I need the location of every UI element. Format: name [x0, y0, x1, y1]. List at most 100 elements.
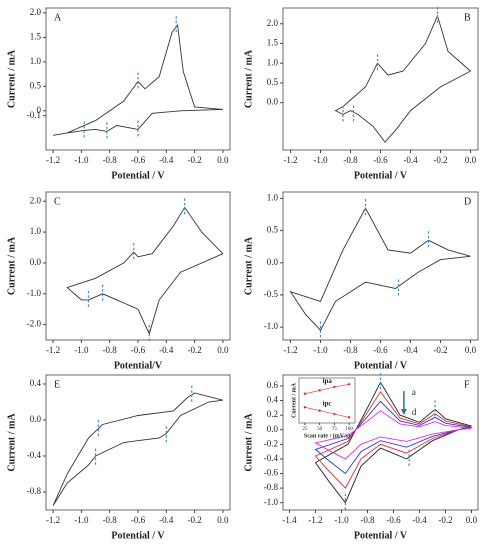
x-tick-label: -1.0 — [334, 515, 349, 525]
x-tick-label: -0.2 — [187, 345, 201, 355]
x-tick-label: -0.8 — [103, 515, 118, 525]
x-tick-label: -0.8 — [360, 515, 375, 525]
y-tick-label: 1.0 — [267, 57, 279, 67]
y-axis-label: Current / mA — [6, 49, 17, 108]
panel-label: B — [464, 12, 471, 23]
x-tick-label: -1.2 — [46, 155, 60, 165]
x-tick-label: -0.4 — [159, 515, 174, 525]
inset-x-tick-label: 25 — [302, 427, 308, 432]
y-tick-label: 0.0 — [267, 424, 279, 434]
cv-curve — [52, 392, 224, 506]
x-tick-label: -0.6 — [131, 515, 146, 525]
x-tick-label: -1.0 — [313, 345, 328, 355]
y-tick-label: 0 — [37, 105, 42, 115]
x-tick-label: -0.4 — [403, 155, 418, 165]
x-tick-label: -1.2 — [46, 515, 60, 525]
inset-series-label: ipc — [323, 399, 332, 407]
x-tick-label: 0.0 — [465, 155, 477, 165]
y-tick-label: -1.0 — [27, 288, 42, 298]
x-tick-label: 0.0 — [466, 515, 478, 525]
y-tick-label: 0.0 — [30, 257, 42, 267]
plot-frame — [45, 191, 231, 341]
inset-point — [318, 409, 321, 412]
inset-point — [303, 392, 307, 395]
inset-x-label: Scan rate / (mV/s) — [304, 432, 350, 439]
x-tick-label: -0.4 — [159, 155, 174, 165]
y-tick-label: -0.4 — [27, 450, 42, 460]
x-tick-label: -0.6 — [373, 155, 388, 165]
plot-frame — [282, 7, 479, 151]
x-tick-label: -1.0 — [313, 155, 328, 165]
cv-curve — [53, 23, 223, 136]
x-tick-label: -0.2 — [433, 155, 447, 165]
x-tick-label: -0.6 — [131, 345, 146, 355]
y-tick-label: 0.0 — [30, 414, 42, 424]
x-tick-label: -1.2 — [283, 155, 297, 165]
x-tick-label: -0.2 — [187, 515, 201, 525]
y-tick-label: 0.5 — [267, 77, 279, 87]
x-tick-label: -0.6 — [131, 155, 146, 165]
x-axis-label: Potential/V — [114, 360, 163, 371]
cv-curve — [334, 14, 471, 143]
x-axis-label: Potential / V — [354, 360, 408, 371]
y-tick-label: -1.0 — [264, 321, 279, 331]
y-tick-label: -0.5 — [264, 289, 279, 299]
annotation: d — [412, 407, 417, 417]
y-axis-label: Current / mA — [243, 236, 254, 295]
y-tick-label: 0.0 — [267, 97, 279, 107]
y-tick-label: -0.4 — [264, 453, 279, 463]
y-tick-label: 0.5 — [267, 225, 279, 235]
x-tick-label: -0.8 — [103, 155, 118, 165]
x-tick-label: -0.2 — [433, 345, 447, 355]
y-tick-label: 1.0 — [30, 56, 42, 66]
x-tick-label: -0.4 — [412, 515, 427, 525]
cv-curve — [314, 381, 472, 504]
x-axis-label: Potential / V — [354, 530, 408, 541]
panel-label: C — [54, 196, 61, 207]
y-tick-label: 0.6 — [267, 380, 279, 390]
x-tick-label: -1.0 — [74, 345, 89, 355]
inset-y-label: Current / mA — [291, 382, 297, 418]
y-tick-label: 2.0 — [30, 195, 42, 205]
arrow-head — [400, 409, 407, 415]
x-tick-label: 0.0 — [465, 345, 477, 355]
y-tick-label: 0.4 — [30, 378, 42, 388]
x-tick-label: 0.0 — [217, 515, 229, 525]
y-axis-label: Current / mA — [243, 49, 254, 108]
y-tick-label: 1.0 — [267, 192, 279, 202]
inset-x-tick-label: 100 — [345, 427, 353, 432]
plot-frame — [282, 191, 479, 341]
cv-curve — [314, 400, 472, 475]
inset-x-tick-label: 50 — [317, 427, 323, 432]
panel-label: D — [464, 196, 471, 207]
cv-curve — [289, 207, 471, 332]
y-tick-label: -0.8 — [27, 486, 42, 496]
inset-line — [304, 407, 350, 418]
inset-line — [304, 384, 350, 395]
y-tick-label: 2.0 — [267, 18, 279, 28]
y-tick-label: -1.0 — [264, 497, 279, 507]
inset-point — [347, 383, 351, 386]
y-tick-label: -0.6 — [264, 468, 279, 478]
inset-point — [333, 412, 336, 416]
y-tick-label: 1.5 — [30, 31, 42, 41]
x-tick-label: -0.2 — [187, 155, 201, 165]
y-tick-label: 1.5 — [267, 38, 279, 48]
x-tick-label: -1.2 — [283, 345, 297, 355]
y-tick-label: -0.2 — [264, 438, 278, 448]
cv-curve — [314, 391, 472, 489]
inset-x-tick-label: 75 — [332, 427, 338, 432]
y-tick-label: 2.0 — [30, 7, 42, 17]
y-tick-label: -0.1 — [27, 110, 41, 120]
cv-curve — [66, 206, 224, 336]
y-axis-label: Current / mA — [243, 413, 254, 472]
inset-point — [318, 389, 321, 392]
x-axis-label: Potential / V — [354, 170, 408, 181]
panel-label: F — [464, 379, 470, 390]
x-tick-label: -1.0 — [74, 515, 89, 525]
x-axis-label: Potential / V — [111, 530, 165, 541]
x-tick-label: -0.4 — [403, 345, 418, 355]
y-tick-label: 0.5 — [30, 80, 42, 90]
x-tick-label: -1.2 — [308, 515, 322, 525]
